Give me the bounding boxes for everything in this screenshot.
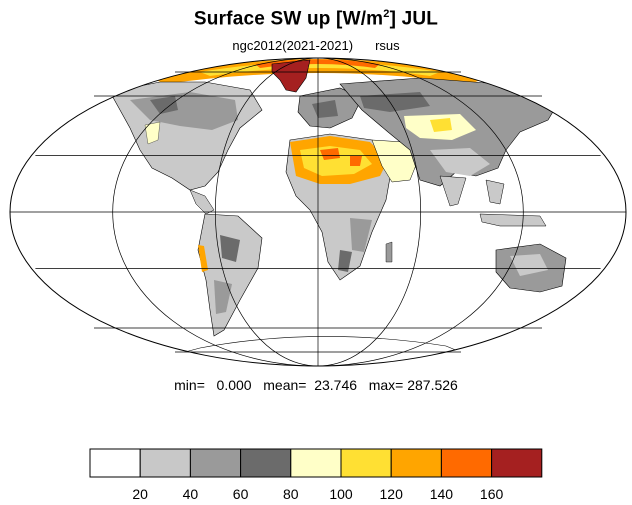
central-asia-yellow: [430, 118, 452, 132]
north-america-dark: [150, 96, 178, 114]
sahara-hot: [320, 148, 340, 160]
madagascar: [385, 241, 393, 263]
plot-subtitle: ngc2012(2021-2021) rsus: [0, 38, 632, 53]
arctic-band-deep: [255, 59, 380, 68]
colorbar-box: [139, 448, 191, 478]
australia-light: [510, 254, 548, 276]
colorbar-box: [189, 448, 242, 478]
africa-mid: [350, 218, 372, 252]
sahara-hot-2: [350, 156, 362, 166]
colorbar-tick-label: 140: [429, 486, 454, 502]
india: [439, 175, 467, 207]
colorbar-tick-label: 160: [479, 486, 504, 502]
africa-south: [338, 250, 352, 272]
colorbar-tick-label: 40: [182, 486, 199, 502]
colorbar-box: [340, 448, 392, 478]
asia-dark: [360, 92, 430, 112]
colorbar-box: [290, 448, 342, 478]
colorbar-box: [240, 448, 292, 478]
north-america-desert: [144, 121, 161, 145]
stats-line: min= 0.000 mean= 23.746 max= 287.526: [174, 377, 458, 393]
colorbar-tick-label: 80: [283, 486, 299, 502]
europe-dark: [312, 100, 338, 118]
colorbar-box: [491, 448, 543, 478]
plot-title: Surface SW up [W/m2] JUL: [193, 8, 439, 30]
se-asia: [485, 179, 505, 205]
colorbar-tick-label: 20: [132, 486, 148, 502]
colorbar-box: [390, 448, 442, 478]
colorbar-box: [89, 448, 141, 478]
indonesia: [479, 213, 547, 227]
south-america-andes: [198, 245, 208, 272]
south-america-mid: [214, 280, 232, 314]
colorbar-tick-label: 60: [232, 486, 249, 502]
map-border: [9, 57, 627, 367]
colorbar-box: [440, 448, 493, 478]
colorbar-tick-label: 120: [379, 486, 403, 502]
run-label: ngc2012(2021-2021): [232, 38, 354, 53]
south-america-dark: [220, 235, 240, 262]
asia-light: [430, 148, 490, 176]
variable-label: rsus: [375, 38, 400, 53]
graticule: [10, 57, 626, 367]
colorbar-tick-label: 100: [329, 486, 353, 502]
